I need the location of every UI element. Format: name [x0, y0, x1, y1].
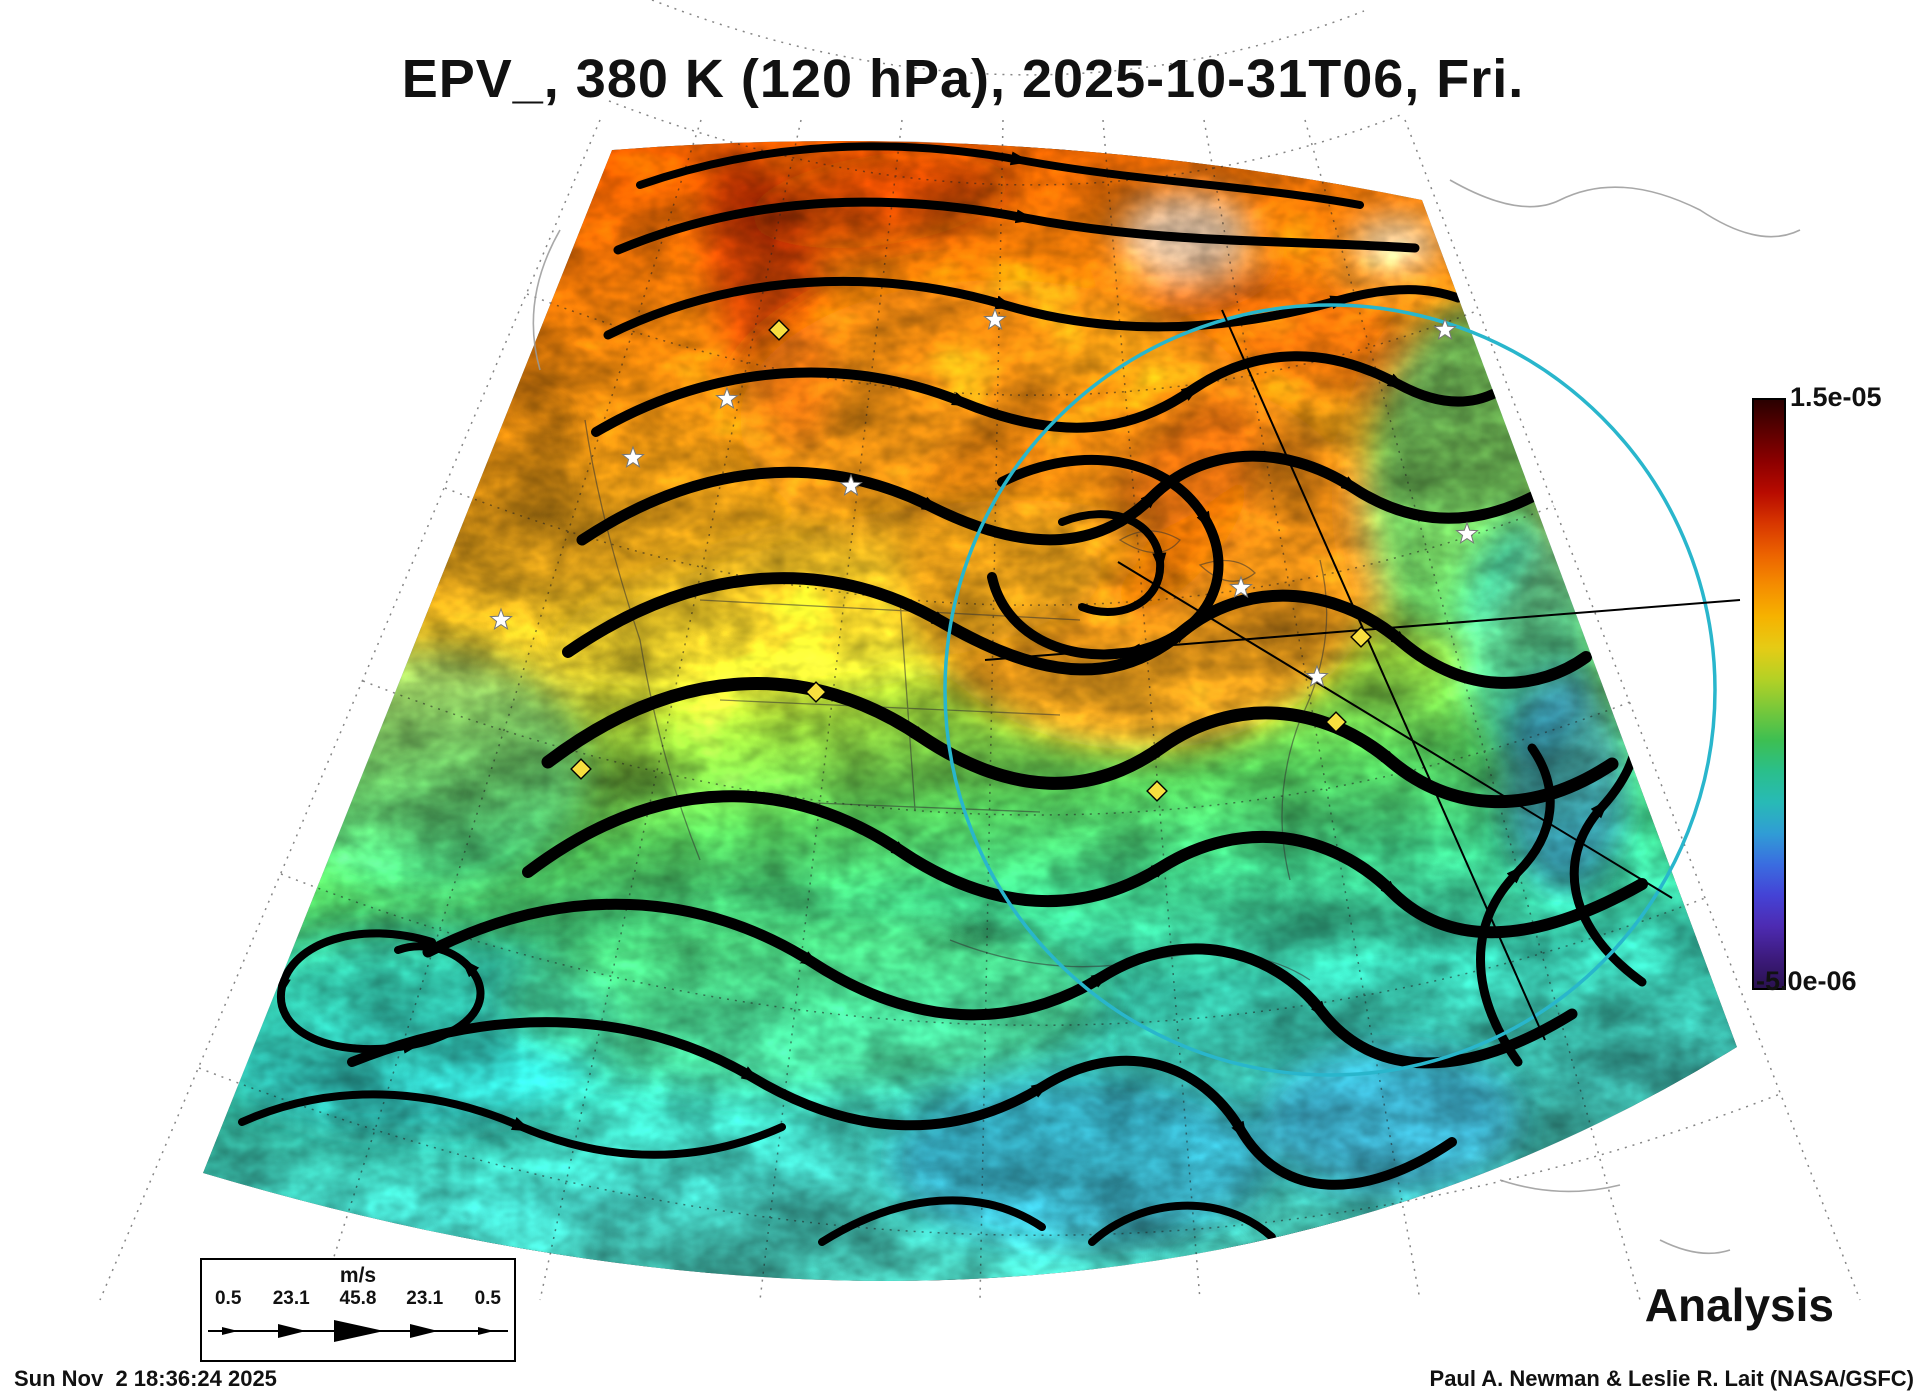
graticule — [99, 0, 1861, 1301]
azimuth-line-1 — [1221, 309, 1546, 1041]
wind-legend-arrow-glyphs — [208, 1320, 508, 1342]
colorbar-min-label: -5.0e-06 — [1756, 966, 1857, 996]
wind-legend-value: 45.8 — [339, 1288, 377, 1309]
wind-legend-units: m/s — [339, 1264, 377, 1287]
colorbar-max-label: 1.5e-05 — [1790, 382, 1882, 412]
epv-color-field — [203, 141, 1737, 1282]
generated-timestamp: Sun Nov 2 18:36:24 2025 — [14, 1366, 277, 1391]
wind-legend-value: 23.1 — [406, 1288, 444, 1309]
wind-legend-value: 0.5 — [214, 1288, 242, 1309]
wind-legend-value: 0.5 — [474, 1288, 501, 1309]
credit-line: Paul A. Newman & Leslie R. Lait (NASA/GS… — [1429, 1366, 1914, 1391]
wind-legend-values: 0.5 23.1 45.8 23.1 0.5 — [202, 1288, 514, 1314]
wind-legend-value: 23.1 — [272, 1288, 310, 1309]
wind-speed-legend: m/s 0.5 23.1 45.8 23.1 0.5 — [200, 1258, 516, 1362]
streamlines-layer — [238, 142, 1648, 1246]
azimuth-line-3 — [1117, 561, 1673, 899]
plot-title: EPV_, 380 K (120 hPa), 2025-10-31T06, Fr… — [401, 49, 1525, 109]
analysis-label: Analysis — [1644, 1279, 1834, 1331]
colorbar-gradient — [1754, 400, 1784, 988]
colorbar — [1752, 398, 1786, 990]
outside-coastlines — [532, 179, 1801, 1255]
range-circle — [943, 303, 1717, 1077]
